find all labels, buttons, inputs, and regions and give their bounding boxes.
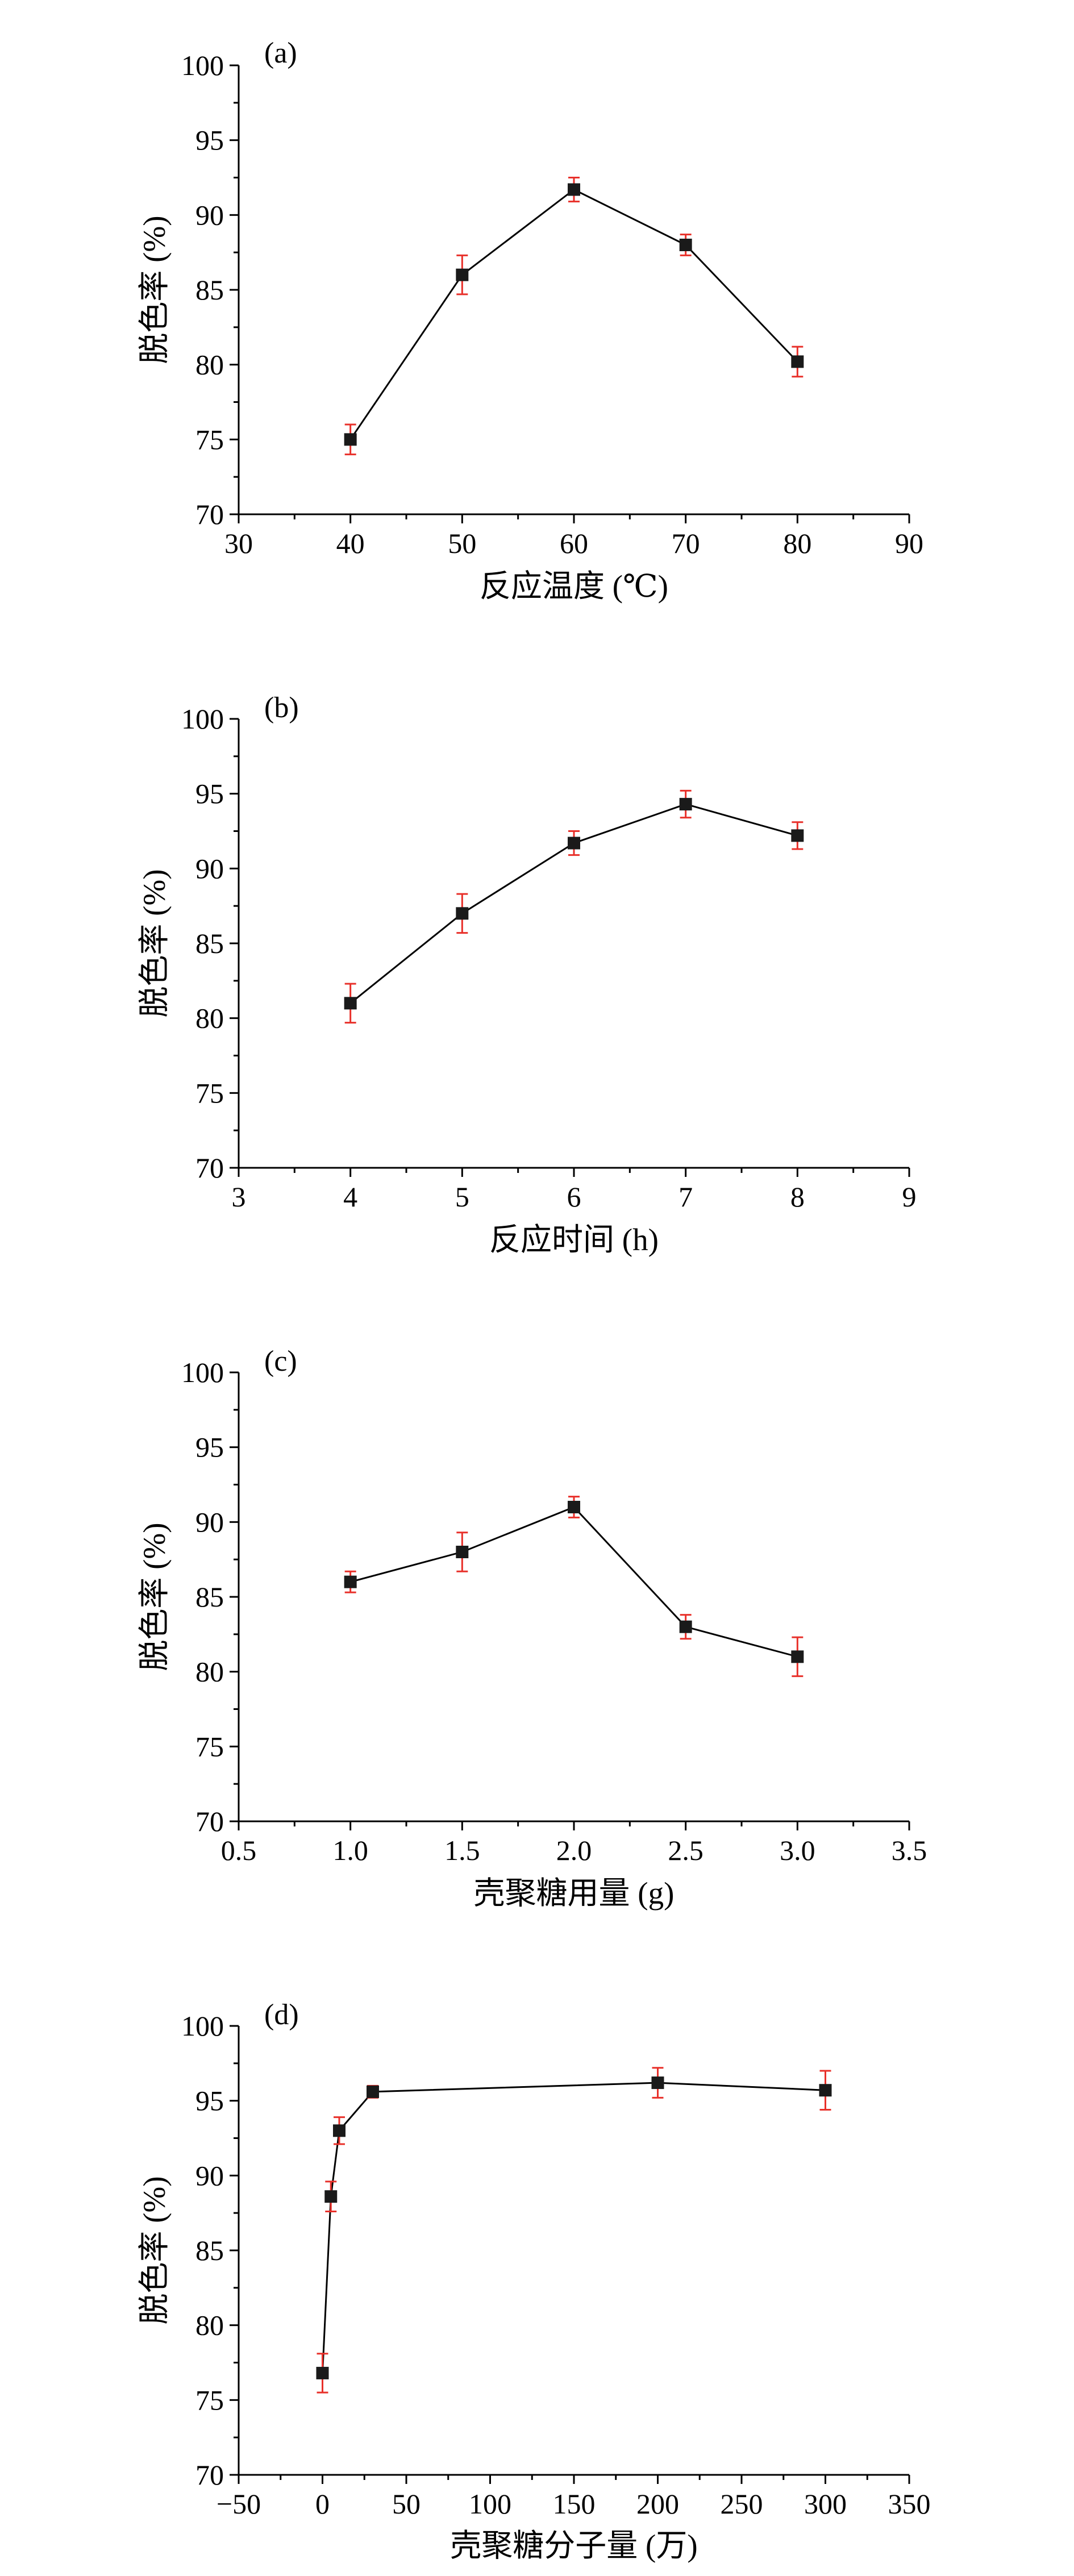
y-tick-label: 100 [181, 703, 224, 735]
x-tick-label: 1.0 [332, 1834, 368, 1866]
x-tick-label: 60 [560, 527, 588, 559]
x-tick-label: 5 [455, 1181, 469, 1213]
data-point [333, 2124, 345, 2137]
x-tick-label: 70 [672, 527, 700, 559]
x-tick-label: 6 [567, 1181, 581, 1213]
y-tick-label: 100 [181, 1356, 224, 1388]
y-tick-label: 85 [195, 927, 224, 959]
y-axis-label: 脱色率 (%) [137, 215, 172, 364]
y-tick-label: 95 [195, 1431, 224, 1463]
data-point [568, 1501, 580, 1513]
y-tick-label: 100 [181, 49, 224, 81]
y-tick-label: 75 [195, 2384, 224, 2416]
y-tick-label: 70 [195, 498, 224, 530]
data-point [568, 837, 580, 850]
x-tick-label: 30 [224, 527, 253, 559]
panel-label: (b) [264, 692, 299, 724]
panel-label: (a) [264, 37, 297, 69]
data-point [679, 1620, 692, 1633]
x-tick-label: 3 [232, 1181, 246, 1213]
data-point [791, 355, 804, 368]
x-tick-label: 40 [336, 527, 365, 559]
data-point [316, 2366, 329, 2379]
y-tick-label: 100 [181, 2010, 224, 2042]
x-tick-label: 300 [804, 2488, 847, 2520]
data-point [344, 997, 357, 1010]
y-tick-label: 70 [195, 2459, 224, 2491]
x-tick-label: 8 [790, 1181, 805, 1213]
y-tick-label: 80 [195, 1002, 224, 1034]
x-tick-label: 80 [783, 527, 811, 559]
data-point [819, 2084, 832, 2097]
y-tick-label: 80 [195, 2309, 224, 2341]
x-tick-label: 3.0 [780, 1834, 815, 1866]
x-tick-label: 0 [315, 2488, 330, 2520]
x-tick-label: 2.0 [556, 1834, 592, 1866]
chart-panel-d: (d) 壳聚糖分子量 (万) 脱色率 (%) −50 0 50 100 150 200 25… [137, 1999, 931, 2563]
data-point [344, 433, 357, 446]
y-tick-label: 85 [195, 274, 224, 306]
data-point [568, 183, 580, 196]
data-point [679, 239, 692, 251]
x-axis-label: 壳聚糖用量 (g) [474, 1876, 675, 1911]
data-point [456, 907, 469, 920]
x-tick-label: −50 [217, 2488, 261, 2520]
chart-panel-c: (c) 壳聚糖用量 (g) 脱色率 (%) 0.5 1.0 1.5 2.0 2.5 3.0… [137, 1345, 927, 1911]
x-tick-label: 150 [553, 2488, 596, 2520]
y-tick-label: 85 [195, 1581, 224, 1613]
x-tick-label: 2.5 [668, 1834, 703, 1866]
data-point [344, 1575, 357, 1588]
x-tick-label: 90 [895, 527, 923, 559]
panel-label: (d) [264, 1999, 299, 2031]
x-tick-label: 50 [392, 2488, 421, 2520]
chart-panel-b: (b) 反应时间 (h) 脱色率 (%) 3 4 5 6 7 8 9 70 75 80 85 90 95… [137, 692, 917, 1257]
y-tick-label: 85 [195, 2234, 224, 2266]
x-tick-label: 3.5 [892, 1834, 927, 1866]
chart-panel-a: (a) 反应温度 (℃) 脱色率 (%) 30 40 50 60 70 80 90 70 75 8… [137, 37, 923, 604]
x-tick-label: 50 [448, 527, 476, 559]
data-point [651, 2076, 664, 2090]
series-line [322, 2082, 826, 2373]
y-tick-label: 95 [195, 2085, 224, 2117]
x-tick-label: 0.5 [221, 1834, 257, 1866]
y-tick-label: 70 [195, 1152, 224, 1184]
series-line [350, 1506, 798, 1658]
panel-label: (c) [264, 1345, 297, 1378]
x-tick-label: 7 [678, 1181, 693, 1213]
y-tick-label: 80 [195, 1656, 224, 1688]
y-tick-label: 90 [195, 1506, 224, 1538]
y-tick-label: 80 [195, 349, 224, 381]
y-tick-label: 90 [195, 852, 224, 884]
data-point [791, 1650, 804, 1663]
y-tick-label: 90 [195, 199, 224, 231]
data-point [367, 2085, 379, 2098]
data-point [456, 1546, 469, 1558]
x-axis-label: 反应温度 (℃) [480, 569, 668, 604]
x-axis-label: 壳聚糖分子量 (万) [450, 2528, 697, 2563]
x-tick-label: 1.5 [444, 1834, 480, 1866]
y-tick-label: 95 [195, 124, 224, 156]
series-line [349, 188, 798, 440]
x-tick-label: 200 [636, 2488, 679, 2520]
y-tick-label: 75 [195, 1077, 224, 1109]
data-point [456, 268, 469, 281]
data-point [324, 2190, 338, 2203]
x-tick-label: 4 [343, 1181, 357, 1213]
y-axis-label: 脱色率 (%) [137, 1522, 172, 1671]
data-point [791, 829, 804, 842]
y-tick-label: 90 [195, 2159, 224, 2191]
y-tick-label: 75 [195, 423, 224, 455]
y-tick-label: 75 [195, 1730, 224, 1762]
x-axis-label: 反应时间 (h) [489, 1222, 659, 1257]
y-tick-label: 95 [195, 778, 224, 810]
x-tick-label: 250 [721, 2488, 763, 2520]
x-tick-label: 350 [888, 2488, 931, 2520]
y-tick-label: 70 [195, 1805, 224, 1837]
x-tick-label: 100 [469, 2488, 511, 2520]
x-tick-label: 9 [902, 1181, 917, 1213]
y-axis-label: 脱色率 (%) [137, 2176, 172, 2324]
y-axis-label: 脱色率 (%) [137, 869, 172, 1017]
data-point [679, 798, 692, 811]
